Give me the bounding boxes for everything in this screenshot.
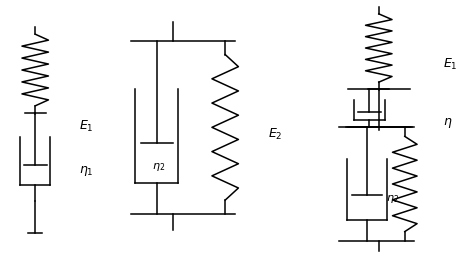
Text: $E_1$: $E_1$ (443, 57, 457, 72)
Text: $E_2$: $E_2$ (268, 126, 282, 142)
Text: $E_1$: $E_1$ (79, 118, 93, 133)
Text: $\eta$: $\eta$ (443, 116, 452, 130)
Text: $\eta_2$: $\eta_2$ (386, 193, 399, 205)
Text: $\eta_2$: $\eta_2$ (153, 161, 165, 173)
Text: $\eta_1$: $\eta_1$ (79, 164, 93, 178)
